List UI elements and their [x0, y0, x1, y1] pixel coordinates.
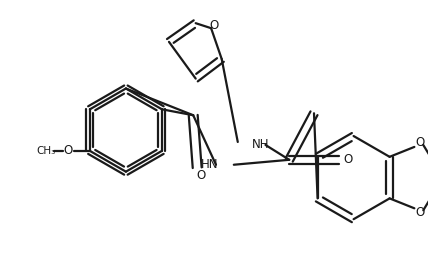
- Text: O: O: [416, 136, 425, 150]
- Text: NH: NH: [252, 138, 269, 152]
- Text: O: O: [64, 144, 73, 157]
- Text: HN: HN: [200, 158, 218, 171]
- Text: O: O: [416, 206, 425, 219]
- Text: O: O: [197, 169, 206, 182]
- Text: O: O: [209, 19, 219, 32]
- Text: O: O: [343, 153, 352, 166]
- Text: CH₃: CH₃: [37, 146, 56, 156]
